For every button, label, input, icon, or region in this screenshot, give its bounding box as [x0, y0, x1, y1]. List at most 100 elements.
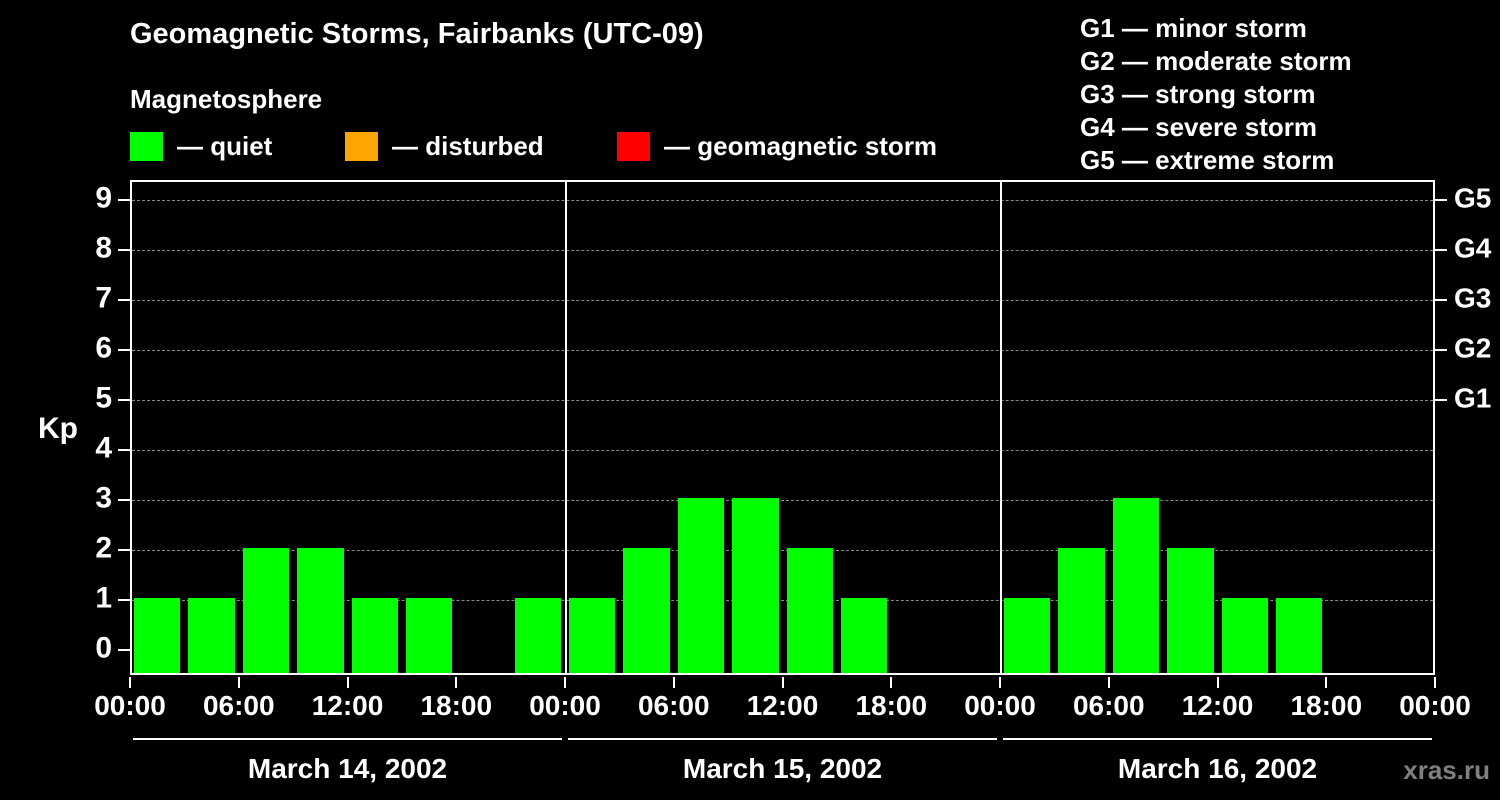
legend-label: — geomagnetic storm [664, 131, 938, 161]
g-tick-label: G5 [1454, 182, 1492, 214]
g-tick-label: G1 [1454, 382, 1492, 414]
kp-bar [677, 498, 725, 673]
x-tick-label: 00:00 [529, 690, 601, 721]
y-tick-label: 0 [95, 631, 112, 665]
watermark: xras.ru [1403, 755, 1490, 785]
date-label: March 16, 2002 [1117, 753, 1318, 784]
g-legend-line: G1 — minor storm [1080, 13, 1307, 43]
x-tick [1107, 677, 1110, 688]
kp-bar [351, 598, 398, 673]
date-underline [568, 738, 997, 740]
x-tick [346, 677, 349, 688]
kp-bar [569, 598, 616, 673]
date-label: March 15, 2002 [682, 753, 883, 784]
kp-gridline [132, 300, 1433, 301]
g-tick [1435, 249, 1447, 251]
y-tick-label: 6 [95, 331, 112, 365]
g-legend-line: G4 — severe storm [1080, 112, 1318, 142]
x-tick-label: 18:00 [855, 690, 928, 721]
y-tick-label: 8 [95, 231, 112, 265]
x-tick-label: 18:00 [420, 690, 493, 721]
y-tick-label: 7 [95, 281, 112, 315]
x-tick [237, 677, 240, 688]
kp-bar [732, 498, 779, 673]
y-tick [118, 499, 130, 501]
x-tick [890, 677, 893, 688]
x-tick [129, 677, 131, 688]
y-tick [118, 449, 130, 451]
g-tick-label: G3 [1454, 282, 1492, 314]
x-tick [564, 677, 566, 688]
kp-bar [134, 598, 181, 673]
legend-item-disturbed: — disturbed [345, 131, 544, 162]
x-tick-label: 00:00 [94, 690, 166, 721]
y-tick [118, 299, 130, 301]
legend-item-storm: — geomagnetic storm [617, 131, 937, 162]
y-tick [118, 349, 130, 351]
chart-subtitle: Magnetosphere [130, 84, 323, 114]
kp-gridline [132, 250, 1433, 251]
x-tick-label: 06:00 [202, 690, 275, 721]
g-tick [1435, 399, 1447, 401]
x-tick-label: 12:00 [311, 690, 384, 721]
y-tick-label: 2 [95, 531, 112, 565]
disturbed-color-swatch [345, 132, 378, 161]
kp-gridline [132, 600, 1433, 601]
kp-bar [840, 598, 888, 673]
x-tick [1325, 677, 1328, 688]
kp-gridline [132, 350, 1433, 351]
day-divider [565, 182, 567, 673]
x-tick [999, 677, 1001, 688]
legend-item-quiet: — quiet [130, 131, 272, 162]
kp-bar [405, 598, 453, 673]
page-title: Geomagnetic Storms, Fairbanks (UTC-09) [130, 18, 704, 50]
kp-gridline [132, 450, 1433, 451]
y-tick-label: 9 [95, 181, 112, 215]
kp-bar [1004, 598, 1051, 673]
x-tick [1216, 677, 1219, 688]
storm-color-swatch [617, 132, 650, 161]
kp-bar [1058, 548, 1105, 673]
x-tick-label: 12:00 [1181, 690, 1254, 721]
x-tick-label: 06:00 [637, 690, 710, 721]
g-legend-line: G3 — strong storm [1080, 79, 1316, 109]
kp-bar [514, 598, 561, 673]
y-tick [118, 549, 130, 551]
plot-area [130, 180, 1435, 675]
day-divider [1000, 182, 1002, 673]
y-tick [118, 399, 130, 401]
x-tick-label: 18:00 [1290, 690, 1363, 721]
legend-label: — disturbed [392, 131, 544, 161]
quiet-color-swatch [130, 132, 163, 161]
y-axis-title: Kp [38, 412, 78, 445]
kp-gridline [132, 500, 1433, 501]
y-tick-label: 1 [95, 581, 112, 615]
x-tick-label: 12:00 [746, 690, 819, 721]
y-tick [118, 599, 130, 601]
x-tick-label: 06:00 [1072, 690, 1145, 721]
kp-bar [786, 548, 833, 673]
g-tick-label: G4 [1454, 232, 1492, 264]
kp-bar [242, 548, 290, 673]
kp-bar [623, 548, 670, 673]
g-tick [1435, 199, 1447, 201]
y-tick-label: 4 [95, 431, 112, 465]
kp-gridline [132, 550, 1433, 551]
kp-bar [188, 598, 235, 673]
x-tick-label: 00:00 [1399, 690, 1471, 721]
y-tick [118, 649, 130, 651]
x-tick [1434, 677, 1436, 688]
g-tick [1435, 349, 1447, 351]
x-tick [781, 677, 784, 688]
g-tick [1435, 299, 1447, 301]
date-label: March 14, 2002 [247, 753, 448, 784]
date-underline [1003, 738, 1432, 740]
g-scale-legend: G1 — minor storm G2 — moderate storm G3 … [1080, 12, 1352, 177]
kp-bar [1221, 598, 1268, 673]
x-tick-label: 00:00 [964, 690, 1036, 721]
kp-bar [1112, 498, 1160, 673]
g-tick-label: G2 [1454, 332, 1492, 364]
y-tick [118, 199, 130, 201]
legend-label: — quiet [177, 131, 273, 161]
